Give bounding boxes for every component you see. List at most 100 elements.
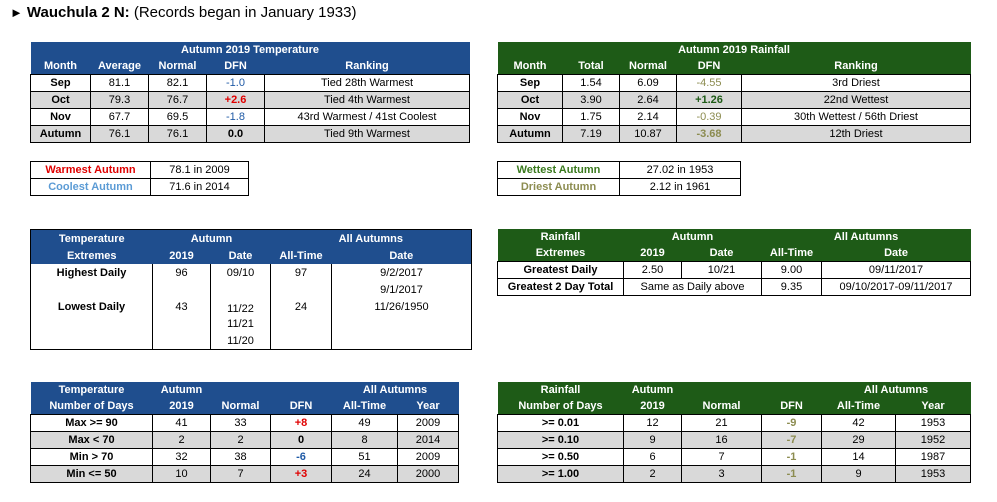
table-row: >= 0.50 6 7 -1 14 1987 <box>497 448 971 466</box>
dfn-cell: -6 <box>270 448 332 466</box>
col-header: DFN <box>224 60 247 72</box>
ranking-cell: 43rd Warmest / 41st Coolest <box>264 108 470 126</box>
value-cell: 29 <box>821 431 896 449</box>
year-cell: 1952 <box>895 431 971 449</box>
value-cell: 49 <box>331 414 398 432</box>
dfn-cell: -7 <box>761 431 822 449</box>
dfn-cell: -1 <box>761 448 822 466</box>
wettest-autumn-value: 27.02 in 1953 <box>619 161 741 179</box>
date-cell: 09/10/2017-09/11/2017 <box>821 278 972 296</box>
date-cell: 09/10 <box>210 264 272 281</box>
table-row: Sep 81.1 82.1 -1.0 Tied 28th Warmest <box>30 74 470 92</box>
value-cell: 24 <box>331 465 398 483</box>
ranking-cell: 12th Driest <box>741 125 971 143</box>
table-row: >= 0.10 9 16 -7 29 1952 <box>497 431 971 449</box>
dfn-cell: -4.55 <box>676 74 742 92</box>
table-row: Greatest Daily 2.50 10/21 9.00 09/11/201… <box>497 261 972 279</box>
row-label: >= 0.10 <box>497 431 624 449</box>
col-header: Normal <box>158 60 197 72</box>
value-cell: 21 <box>681 414 762 432</box>
row-label: Highest Daily <box>30 264 153 281</box>
table-row: Greatest 2 Day Total Same as Daily above… <box>497 278 972 296</box>
ranking-cell: 22nd Wettest <box>741 91 971 109</box>
coolest-autumn-value: 71.6 in 2014 <box>150 178 249 196</box>
table-row: >= 1.00 2 3 -1 9 1953 <box>497 465 971 483</box>
date-cell: 10/21 <box>680 261 763 279</box>
table-row: 9/1/2017 <box>30 281 472 298</box>
dfn-cell: +3 <box>270 465 332 483</box>
arrow-icon: ► <box>10 5 23 20</box>
date-cell: 9/2/2017 <box>380 266 423 279</box>
extremes-header: Extremes <box>535 247 586 259</box>
records-note: (Records began in January 1933) <box>129 4 357 21</box>
row-label: >= 1.00 <box>497 465 624 483</box>
autumn-header: Autumn <box>671 231 714 243</box>
year-cell: 2000 <box>397 465 459 483</box>
col-header: Normal <box>629 60 667 72</box>
month-cell: Autumn <box>30 125 91 143</box>
year-cell: 1987 <box>895 448 971 466</box>
col-header: All-Time <box>342 400 387 412</box>
col-header: Date <box>884 247 908 259</box>
date-cell: 11/21 <box>210 315 272 332</box>
month-cell: Autumn <box>497 125 563 143</box>
extremes-header: Extremes <box>66 249 117 262</box>
value-cell: 76.1 <box>148 125 207 143</box>
ranking-cell: Tied 9th Warmest <box>264 125 470 143</box>
autumn-header: Autumn <box>160 384 203 396</box>
col-header: 2019 <box>640 247 665 259</box>
temperature-days-table: Temperature Autumn All Autumns Number of… <box>30 382 459 483</box>
value-cell: 24 <box>270 298 333 315</box>
date-cell: 11/20 <box>210 332 272 350</box>
col-header: Ranking <box>345 60 389 72</box>
autumn-header: Autumn <box>190 232 233 245</box>
table-row: Min <= 50 10 7 +3 24 2000 <box>30 465 459 483</box>
table-row: Lowest Daily 43 11/22 24 11/26/1950 <box>30 298 472 315</box>
month-cell: Sep <box>497 74 563 92</box>
col-header: All-Time <box>279 249 323 262</box>
date-cell: 9/1/2017 <box>380 283 423 296</box>
table-row: Min > 70 32 38 -6 51 2009 <box>30 448 459 466</box>
table-title: Autumn 2019 Temperature <box>181 44 319 56</box>
value-cell: 81.1 <box>90 74 149 92</box>
rainfall-records: Wettest Autumn 27.02 in 1953 Driest Autu… <box>497 161 741 196</box>
col-header: Average <box>97 60 141 72</box>
col-header: DFN <box>697 60 721 72</box>
extremes-header: Temperature <box>58 232 125 245</box>
table-row: Oct 79.3 76.7 +2.6 Tied 4th Warmest <box>30 91 470 109</box>
col-header: 2019 <box>169 400 194 412</box>
col-header: 2019 <box>640 400 665 412</box>
value-cell: 10 <box>152 465 211 483</box>
rainfall-extremes-table: Rainfall Autumn All Autumns Extremes 201… <box>497 229 972 296</box>
value-cell: 69.5 <box>148 108 207 126</box>
value-cell: 6 <box>623 448 682 466</box>
value-cell: 3 <box>681 465 762 483</box>
page-title: ► Wauchula 2 N: (Records began in January… <box>10 4 356 21</box>
table-row: Max < 70 2 2 0 8 2014 <box>30 431 459 449</box>
dfn-cell: -1 <box>761 465 822 483</box>
col-header: Year <box>416 400 440 412</box>
warmest-autumn-value: 78.1 in 2009 <box>150 161 249 179</box>
row-label: Min > 70 <box>30 448 153 466</box>
all-autumns-header: All Autumns <box>338 232 403 245</box>
value-cell: 2 <box>210 431 271 449</box>
value-cell: 3.90 <box>562 91 620 109</box>
table-row: Max >= 90 41 33 +8 49 2009 <box>30 414 459 432</box>
row-label: Max >= 90 <box>30 414 153 432</box>
ranking-cell: 3rd Driest <box>741 74 971 92</box>
value-cell: 6.09 <box>619 74 677 92</box>
date-cell: 11/22 <box>210 298 272 315</box>
row-label: Lowest Daily <box>30 298 153 315</box>
value-cell: 32 <box>152 448 211 466</box>
value-cell: 9 <box>821 465 896 483</box>
rainfall-days-table: Rainfall Autumn All Autumns Number of Da… <box>497 382 971 483</box>
value-cell: 9.00 <box>761 261 823 279</box>
value-cell: 10.87 <box>619 125 677 143</box>
year-cell: 2009 <box>397 414 459 432</box>
value-cell: 7.19 <box>562 125 620 143</box>
date-cell: 11/26/1950 <box>374 300 429 313</box>
col-header: Month <box>44 60 77 72</box>
coolest-autumn-label: Coolest Autumn <box>30 178 151 196</box>
value-cell: 67.7 <box>90 108 149 126</box>
year-cell: 2009 <box>397 448 459 466</box>
